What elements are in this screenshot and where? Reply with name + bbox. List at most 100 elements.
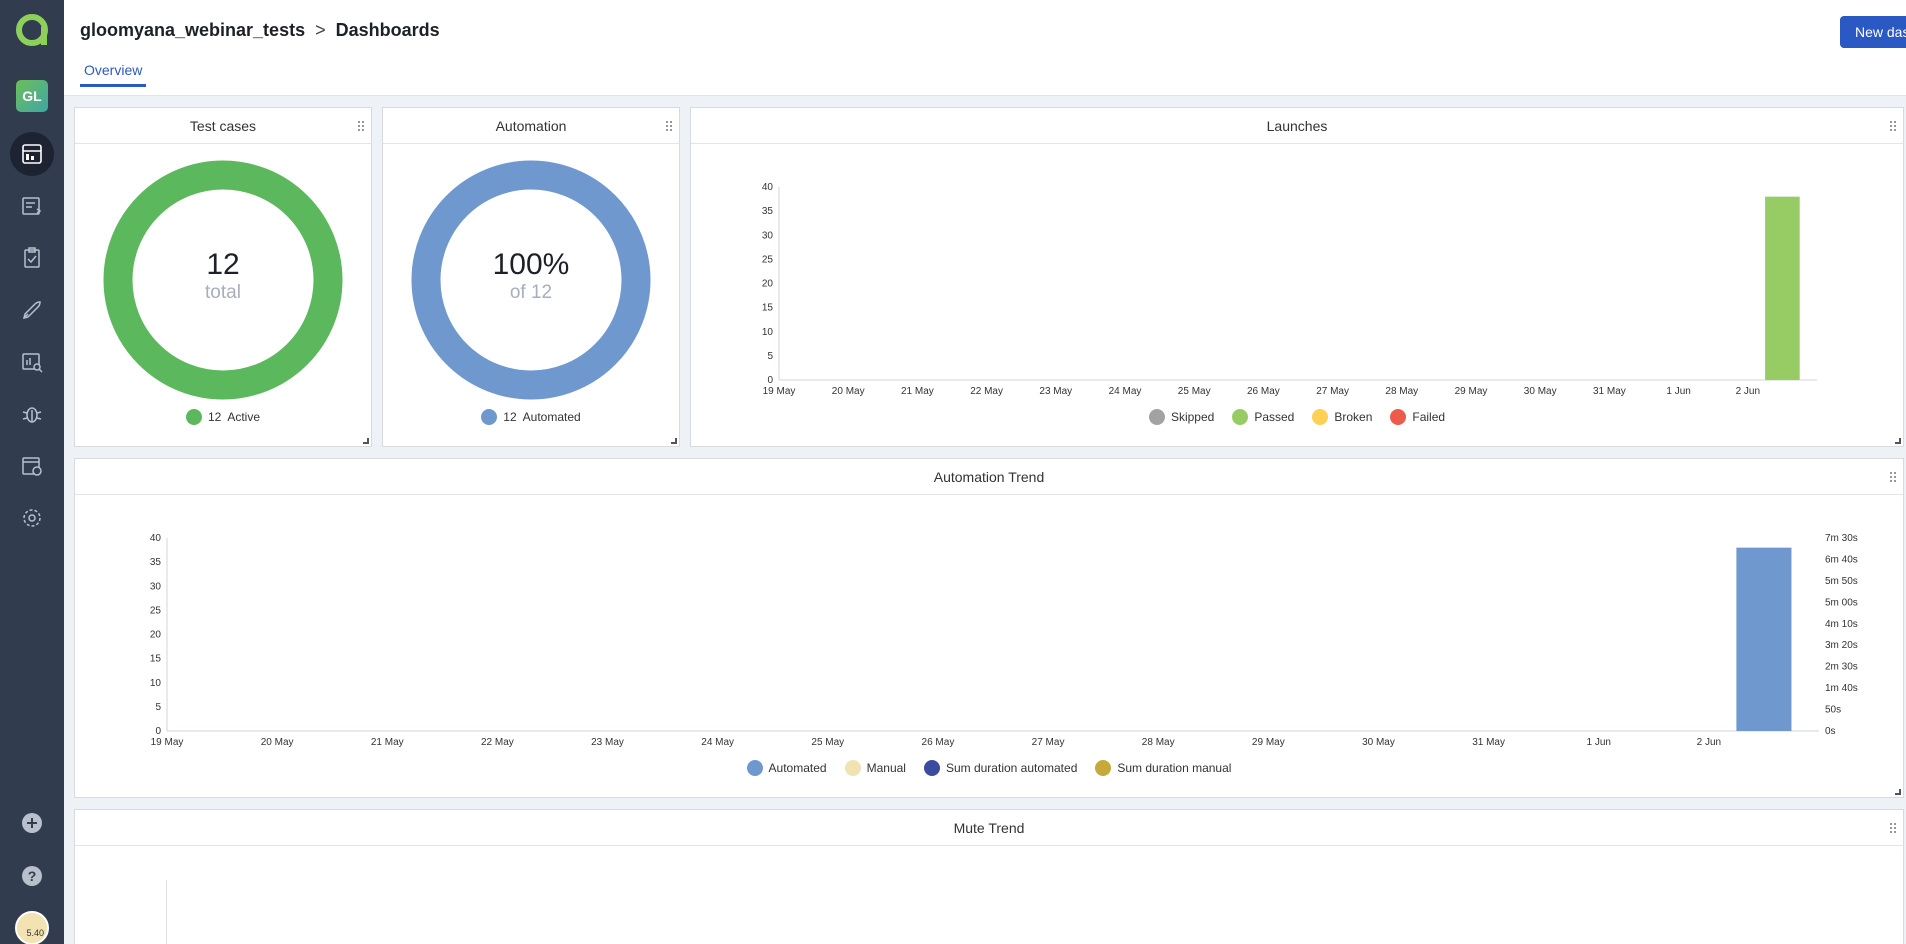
y-tick-label: 5: [155, 702, 161, 713]
widget-automation-trend: Automation Trend 0 5 10 15 20 25 30 35 40 0s 50s 1m…: [74, 458, 1904, 798]
legend-label: Automated: [522, 410, 581, 424]
new-dashboard-button[interactable]: New dashboard: [1840, 16, 1906, 48]
y2-tick-label: 6m 40s: [1825, 554, 1858, 565]
drag-handle-icon[interactable]: [1889, 120, 1897, 132]
legend-item-manual[interactable]: Manual: [844, 760, 906, 776]
dashboards-icon[interactable]: [10, 132, 54, 176]
x-tick-label: 26 May: [922, 737, 955, 748]
legend-label: Broken: [1334, 410, 1373, 424]
legend-dot-icon: [185, 409, 202, 425]
resize-handle-icon[interactable]: [1895, 438, 1901, 444]
widget-title-text: Mute Trend: [953, 819, 1025, 836]
y-tick-label: 20: [762, 279, 774, 290]
x-tick-label: 30 May: [1362, 737, 1395, 748]
legend-item-failed[interactable]: Failed: [1390, 409, 1445, 425]
x-tick-label: 24 May: [1109, 386, 1142, 397]
y-tick-label: 35: [762, 206, 774, 217]
breadcrumb: gloomyana_webinar_tests > Dashboards: [80, 20, 440, 41]
widget-mute-trend: Mute Trend: [74, 809, 1904, 944]
resize-handle-icon[interactable]: [1895, 789, 1901, 795]
legend-item-automated[interactable]: Automated: [746, 760, 827, 776]
y2-tick-label: 0s: [1825, 726, 1836, 737]
test-cases-icon[interactable]: [14, 188, 50, 224]
legend-item-skipped[interactable]: Skipped: [1148, 409, 1215, 425]
x-tick-label: 29 May: [1252, 737, 1285, 748]
jobs-icon[interactable]: [14, 448, 50, 484]
test-cases-total: 12: [206, 248, 240, 281]
test-plans-icon[interactable]: [14, 240, 50, 276]
legend-label: Skipped: [1170, 410, 1215, 424]
y-tick-label: 15: [150, 654, 162, 665]
legend-dot-icon: [844, 760, 861, 776]
x-tick-label: 27 May: [1316, 386, 1349, 397]
widget-title-mute-trend: Mute Trend: [75, 810, 1903, 846]
add-project-icon[interactable]: [14, 805, 50, 841]
legend-item-passed[interactable]: Passed: [1232, 409, 1294, 425]
project-avatar[interactable]: GL: [16, 80, 48, 112]
x-tick-label: 25 May: [811, 737, 844, 748]
widget-launches: Launches 0 5 10 15 20 25 30 35 40 19 May 20 May 21 …: [690, 107, 1904, 447]
widget-test-cases: Test cases 12 total 12 Active: [74, 107, 372, 447]
x-tick-label: 29 May: [1455, 386, 1488, 397]
y-tick-label: 0: [155, 726, 161, 737]
settings-gear-icon[interactable]: [14, 500, 50, 536]
x-tick-label: 22 May: [970, 386, 1003, 397]
legend-item-active[interactable]: 12 Active: [185, 409, 261, 425]
x-tick-label: 2 Jun: [1736, 386, 1760, 397]
legend-dot-icon: [1148, 409, 1165, 425]
x-tick-label: 20 May: [832, 386, 865, 397]
x-tick-label: 28 May: [1385, 386, 1418, 397]
x-tick-label: 23 May: [1039, 386, 1072, 397]
x-tick-label: 25 May: [1178, 386, 1211, 397]
legend-label: Sum duration automated: [945, 761, 1078, 775]
y-tick-label: 10: [762, 327, 774, 338]
resize-handle-icon[interactable]: [671, 438, 677, 444]
defects-icon[interactable]: [14, 396, 50, 432]
drag-handle-icon[interactable]: [1889, 471, 1897, 483]
y2-tick-label: 4m 10s: [1825, 619, 1858, 630]
legend-item-sum-duration-automated[interactable]: Sum duration automated: [923, 760, 1078, 776]
help-icon[interactable]: ?: [14, 858, 50, 894]
x-tick-label: 31 May: [1472, 737, 1505, 748]
launches-icon[interactable]: [14, 292, 50, 328]
legend-item-broken[interactable]: Broken: [1312, 409, 1372, 425]
drag-handle-icon[interactable]: [1889, 822, 1897, 834]
widget-title-text: Launches: [1266, 117, 1328, 134]
y-tick-label: 20: [150, 630, 162, 641]
x-tick-label: 1 Jun: [1666, 386, 1690, 397]
x-tick-label: 22 May: [481, 737, 514, 748]
automation-trend-bar-chart: 0 5 10 15 20 25 30 35 40 0s 50s 1m 40s 2m 30s 3m 20s 4…: [150, 533, 1858, 748]
y-tick-label: 35: [150, 557, 162, 568]
legend-label: Active: [227, 410, 261, 424]
y2-tick-label: 7m 30s: [1825, 533, 1858, 544]
drag-handle-icon[interactable]: [357, 120, 365, 132]
x-tick-label: 1 Jun: [1586, 737, 1610, 748]
breadcrumb-project[interactable]: gloomyana_webinar_tests: [80, 20, 306, 40]
resize-handle-icon[interactable]: [363, 438, 369, 444]
x-tick-label: 31 May: [1593, 386, 1626, 397]
drag-handle-icon[interactable]: [665, 120, 673, 132]
tab-overview[interactable]: Overview: [80, 62, 147, 87]
bar-passed: [1765, 196, 1800, 380]
x-tick-label: 19 May: [763, 386, 796, 397]
widget-title-automation: Automation: [383, 108, 679, 144]
user-avatar[interactable]: 5.40: [15, 911, 49, 944]
legend: 12 Automated: [383, 409, 679, 425]
x-tick-label: 21 May: [901, 386, 934, 397]
x-tick-label: 2 Jun: [1697, 737, 1721, 748]
y2-tick-label: 1m 40s: [1825, 683, 1858, 694]
legend-item-automated[interactable]: 12 Automated: [481, 409, 581, 425]
y2-tick-label: 3m 20s: [1825, 640, 1858, 651]
allure-logo-icon[interactable]: [15, 13, 49, 47]
legend: 12 Active: [75, 409, 371, 425]
legend-dot-icon: [1095, 760, 1112, 776]
legend-dot-icon: [1232, 409, 1249, 425]
widget-title-text: Automation Trend: [933, 468, 1045, 485]
bar-automated: [1736, 547, 1792, 731]
legend-dot-icon: [746, 760, 763, 776]
y-tick-label: 10: [150, 678, 162, 689]
y2-tick-label: 2m 30s: [1825, 662, 1858, 673]
analytics-icon[interactable]: [14, 344, 50, 380]
legend-item-sum-duration-manual[interactable]: Sum duration manual: [1095, 760, 1231, 776]
automation-trend-legend: Automated Manual Sum duration automated …: [75, 760, 1903, 776]
